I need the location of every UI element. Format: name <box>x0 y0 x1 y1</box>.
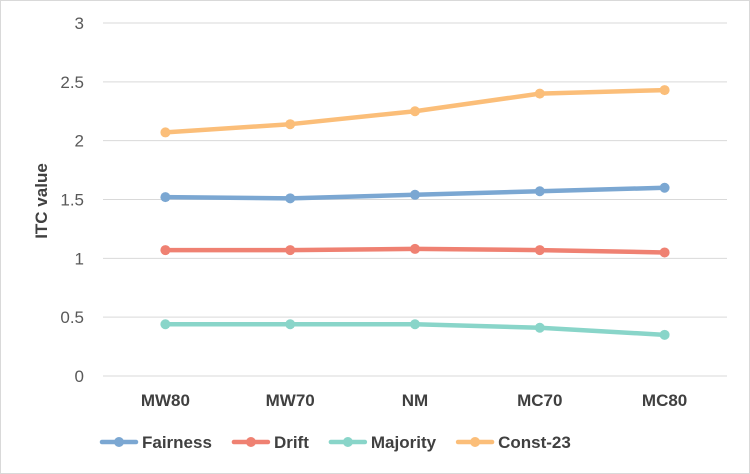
legend-swatch-marker <box>114 437 124 447</box>
data-point <box>410 106 420 117</box>
data-point <box>160 319 171 330</box>
series-const-23 <box>160 85 670 138</box>
x-tick-label: MW70 <box>266 391 315 410</box>
data-point <box>285 193 296 204</box>
y-tick-label: 1 <box>75 249 84 268</box>
x-tick-label: MC80 <box>642 391 687 410</box>
data-point <box>160 127 171 138</box>
legend-label: Const-23 <box>498 433 571 452</box>
series-fairness <box>160 182 670 204</box>
data-point <box>285 119 296 130</box>
legend-swatch-marker <box>470 437 481 447</box>
y-tick-label: 2 <box>75 132 84 151</box>
data-point <box>659 329 670 340</box>
legend-item: Fairness <box>99 433 212 452</box>
legend-item: Drift <box>231 433 309 452</box>
data-point <box>160 245 171 256</box>
data-point <box>659 247 670 258</box>
legend-item: Majority <box>328 433 437 452</box>
series-drift <box>160 243 670 258</box>
y-tick-label: 1.5 <box>60 191 84 210</box>
data-point <box>160 192 171 203</box>
data-point <box>534 322 545 333</box>
legend-swatch-marker <box>245 437 256 447</box>
data-point <box>285 245 296 256</box>
x-tick-label: MC70 <box>517 391 562 410</box>
legend-label: Fairness <box>142 433 212 452</box>
x-tick-label: NM <box>402 391 428 410</box>
data-point <box>285 319 296 330</box>
legend-item: Const-23 <box>455 433 571 452</box>
series-majority <box>160 319 670 340</box>
data-point <box>410 319 420 330</box>
data-point <box>410 243 420 254</box>
data-point <box>410 189 420 200</box>
data-point <box>659 85 670 96</box>
legend: Fairness Drift Majority Const-23 <box>99 433 571 452</box>
series-group <box>160 85 670 340</box>
gridlines <box>103 22 727 377</box>
y-tick-label: 3 <box>75 14 84 33</box>
legend-label: Drift <box>274 433 309 452</box>
x-tick-label: MW80 <box>141 391 190 410</box>
data-point <box>534 245 545 256</box>
data-point <box>534 88 545 99</box>
legend-label: Majority <box>371 433 437 452</box>
y-axis-title: ITC value <box>32 163 51 239</box>
y-tick-label: 0 <box>75 367 84 386</box>
legend-swatch-marker <box>342 437 353 447</box>
data-point <box>659 182 670 193</box>
y-axis-ticks: 0 0.5 1 1.5 2 2.5 3 <box>60 14 84 386</box>
x-axis-ticks: MW80 MW70 NM MC70 MC80 <box>141 391 687 410</box>
data-point <box>534 186 545 197</box>
y-tick-label: 2.5 <box>60 73 84 92</box>
y-tick-label: 0.5 <box>60 308 84 327</box>
